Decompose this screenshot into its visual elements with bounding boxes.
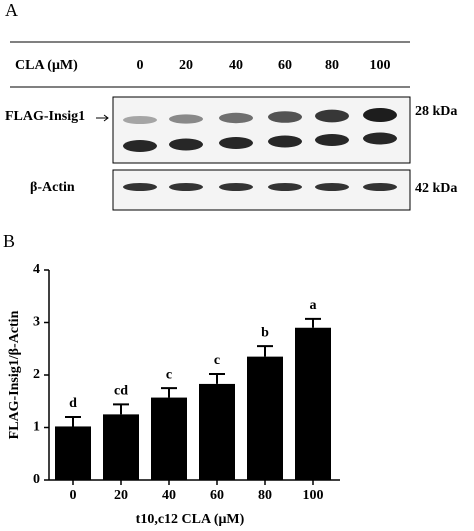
bar	[295, 327, 331, 480]
concentration: 100	[370, 58, 391, 73]
significance-letter: a	[310, 298, 317, 313]
x-axis-label: t10,c12 CLA (μM)	[136, 512, 245, 527]
x-tick-label: 20	[114, 488, 128, 503]
significance-letter: b	[261, 325, 269, 340]
band	[123, 183, 157, 191]
bar	[199, 383, 235, 480]
band	[363, 183, 397, 191]
significance-letter: d	[69, 396, 77, 411]
y-tick-label: 0	[33, 472, 40, 487]
band-size: 42 kDa	[415, 181, 457, 196]
error-bar	[257, 345, 273, 357]
bar	[55, 426, 91, 480]
band	[268, 111, 302, 123]
x-tick-label: 100	[303, 488, 324, 503]
panel-label: B	[3, 231, 15, 251]
band	[219, 112, 253, 124]
band	[169, 183, 203, 191]
header: CLA (μM)	[15, 58, 78, 73]
band	[363, 132, 397, 145]
band-size: 28 kDa	[415, 104, 457, 119]
band	[169, 138, 203, 151]
band	[315, 183, 349, 191]
error-bar	[65, 416, 81, 427]
band	[363, 108, 397, 122]
concentration: 20	[179, 58, 193, 73]
x-tick-label: 40	[162, 488, 176, 503]
blot	[112, 169, 411, 211]
bar	[247, 356, 283, 480]
error-bar	[161, 387, 177, 398]
concentration: 80	[325, 58, 339, 73]
band	[268, 135, 302, 148]
band	[315, 109, 349, 123]
band	[123, 116, 157, 124]
band	[219, 137, 253, 149]
y-tick-label: 4	[33, 262, 40, 277]
concentration: 60	[278, 58, 292, 73]
y-tick-label: 2	[33, 367, 40, 382]
band-label: β-Actin	[30, 180, 75, 195]
band	[123, 140, 157, 152]
error-bar	[209, 372, 225, 384]
band-label: FLAG-Insig1	[5, 109, 85, 124]
arrow	[96, 114, 109, 122]
significance-letter: c	[166, 367, 172, 382]
error-bar	[305, 317, 321, 328]
band	[268, 183, 302, 191]
error-bar	[113, 403, 129, 415]
x-tick-label: 0	[70, 488, 77, 503]
concentration: 40	[229, 58, 243, 73]
panel-label: A	[5, 0, 18, 20]
blot	[112, 96, 411, 164]
x-tick-label: 60	[210, 488, 224, 503]
y-tick-label: 3	[33, 315, 40, 330]
y-axis-label: FLAG-Insig1/β-Actin	[7, 310, 22, 439]
band	[169, 114, 203, 124]
y-tick-label: 1	[33, 420, 40, 435]
bar	[103, 414, 139, 480]
band	[219, 183, 253, 191]
significance-letter: c	[214, 353, 220, 368]
significance-letter: cd	[114, 384, 128, 399]
band	[315, 134, 349, 146]
concentration: 0	[137, 58, 144, 73]
x-tick-label: 80	[258, 488, 272, 503]
bar	[151, 397, 187, 480]
